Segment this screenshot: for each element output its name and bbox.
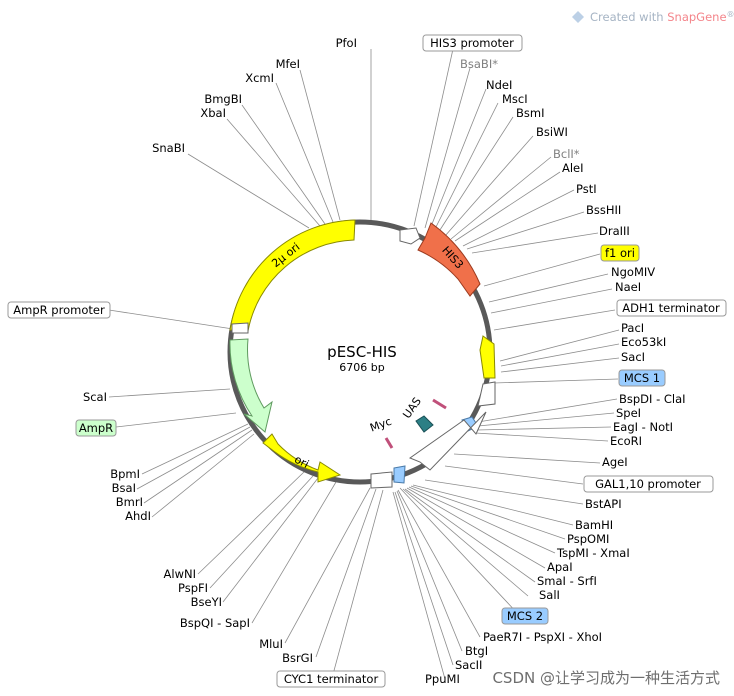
site-label[interactable]: BtgI (465, 644, 488, 658)
feature-mcs2[interactable] (393, 465, 406, 484)
site-label[interactable]: BspDI - ClaI (619, 392, 686, 406)
boxed-label[interactable]: GAL1,10 promoter (583, 475, 714, 493)
site-label[interactable]: PfoI (336, 36, 357, 50)
site-label[interactable]: BclI* (553, 147, 580, 161)
site-label[interactable]: SnaBI (152, 141, 185, 155)
site-label[interactable]: BmrI (116, 495, 143, 509)
svg-text:f1 ori: f1 ori (605, 246, 635, 260)
site-label[interactable]: TspMI - XmaI (556, 546, 630, 560)
site-label[interactable]: SmaI - SrfI (537, 574, 597, 588)
site-label[interactable]: MluI (259, 637, 283, 651)
boxed-label[interactable]: AmpR (75, 419, 117, 437)
feature-ori-label: ori (292, 453, 311, 471)
site-label[interactable]: BsmI (516, 106, 544, 120)
svg-text:GAL1,10 promoter: GAL1,10 promoter (595, 477, 701, 491)
site-label[interactable]: BspQI - SapI (180, 616, 250, 630)
site-label[interactable]: Eco53kI (621, 335, 666, 349)
boxed-label[interactable]: ADH1 terminator (616, 299, 727, 317)
boxed-label[interactable]: MCS 1 (618, 369, 666, 387)
boxed-label[interactable]: MCS 2 (501, 607, 549, 625)
feature-ampr[interactable] (229, 338, 273, 433)
boxed-label[interactable]: CYC1 terminator (276, 670, 386, 688)
snapgene-watermark: Created with SnapGene® (572, 10, 734, 24)
site-label[interactable]: AlwNI (164, 567, 196, 581)
site-label[interactable]: XcmI (245, 71, 274, 85)
feature-ampr-promoter[interactable] (231, 322, 249, 334)
svg-text:HIS3 promoter: HIS3 promoter (430, 36, 514, 50)
site-label[interactable]: BssHII (586, 203, 621, 217)
site-label[interactable]: AhdI (125, 509, 151, 523)
site-label[interactable]: PstI (576, 182, 597, 196)
site-label[interactable]: ApaI (547, 560, 573, 574)
feature-his3[interactable] (417, 222, 481, 297)
site-label[interactable]: PaeR7I - PspXI - XhoI (483, 630, 602, 644)
site-label[interactable]: DraIII (599, 224, 630, 238)
site-label[interactable]: NdeI (486, 78, 512, 92)
boxed-label[interactable]: f1 ori (600, 244, 640, 262)
feature-f1-ori[interactable] (479, 335, 496, 379)
site-label[interactable]: SacI (621, 350, 645, 364)
site-label[interactable]: BpmI (110, 467, 140, 481)
site-label[interactable]: ScaI (83, 390, 107, 404)
site-label[interactable]: BsaBI* (460, 57, 498, 71)
feature-cyc1-terminator[interactable] (370, 471, 393, 489)
site-label[interactable]: BsiWI (536, 125, 568, 139)
site-label[interactable]: PacI (621, 321, 644, 335)
site-label[interactable]: PspOMI (567, 532, 609, 546)
site-label[interactable]: MfeI (276, 57, 300, 71)
svg-text:MCS 1: MCS 1 (624, 371, 660, 385)
site-label[interactable]: BmgBI (204, 92, 242, 106)
site-label[interactable]: MscI (502, 92, 528, 106)
site-label[interactable]: NaeI (615, 280, 641, 294)
svg-text:ADH1 terminator: ADH1 terminator (622, 301, 720, 315)
site-label[interactable]: BsrGI (282, 651, 313, 665)
feature-adh1-terminator[interactable] (477, 381, 496, 407)
csdn-watermark: CSDN @让学习成为一种生活方式 (492, 669, 720, 687)
plasmid-length: 6706 bp (339, 361, 384, 374)
site-label[interactable]: SalI (539, 588, 560, 602)
feature-uas-tick (432, 398, 447, 410)
site-label[interactable]: XbaI (200, 106, 226, 120)
site-label[interactable]: AgeI (602, 455, 628, 469)
site-label[interactable]: BsaI (112, 481, 136, 495)
watermark-suffix: ® (727, 10, 734, 19)
site-label[interactable]: BseYI (191, 595, 222, 609)
site-label[interactable]: BamHI (575, 518, 613, 532)
svg-text:CYC1 terminator: CYC1 terminator (284, 672, 379, 686)
boxed-label[interactable]: HIS3 promoter (422, 34, 523, 52)
svg-text:AmpR promoter: AmpR promoter (13, 303, 105, 317)
site-label[interactable]: PpuMI (425, 672, 460, 686)
feature-2mu-ori[interactable] (229, 219, 356, 332)
site-label[interactable]: EagI - NotI (613, 420, 673, 434)
feature-uas-label: UAS (400, 395, 424, 421)
site-label[interactable]: BstAPI (585, 497, 622, 511)
feature-uas-marker[interactable] (415, 415, 434, 433)
feature-gal1-10-promoter[interactable] (408, 411, 487, 471)
feature-ori[interactable] (262, 433, 342, 483)
feature-his3-promoter[interactable] (399, 227, 421, 245)
site-label[interactable]: PspFI (178, 581, 208, 595)
site-label[interactable]: AleI (562, 161, 584, 175)
feature-myc-marker[interactable] (384, 437, 394, 449)
site-label[interactable]: EcoRI (610, 434, 642, 448)
svg-text:MCS 2: MCS 2 (507, 609, 543, 623)
boxed-label[interactable]: AmpR promoter (7, 301, 111, 319)
feature-myc-label: Myc (368, 415, 393, 435)
watermark-prefix: Created with (590, 10, 667, 24)
site-label[interactable]: NgoMIV (611, 265, 655, 279)
leader-lines (108, 48, 620, 680)
site-label[interactable]: SpeI (616, 406, 641, 420)
plasmid-name: pESC-HIS (327, 343, 397, 361)
snapgene-logo-icon (572, 11, 584, 23)
watermark-brand: SnapGene (667, 10, 726, 24)
svg-text:AmpR: AmpR (79, 421, 113, 435)
site-label[interactable]: SacII (455, 658, 482, 672)
svg-text:Created with SnapGene®: Created with SnapGene® (590, 10, 734, 24)
